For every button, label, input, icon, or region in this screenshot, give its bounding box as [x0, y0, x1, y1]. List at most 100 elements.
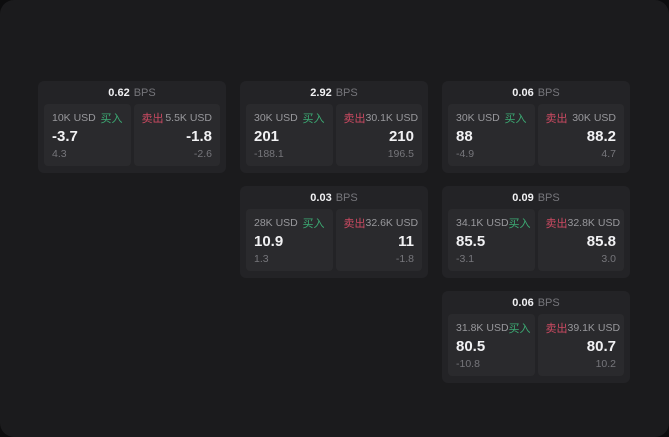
sell-amount: 5.5K USD: [165, 112, 212, 124]
buy-panel[interactable]: 34.1K USD 买入 85.5 -3.1: [448, 209, 535, 271]
sell-tag: 卖出: [545, 323, 568, 335]
buy-price: 10.9: [254, 232, 284, 250]
buy-panel-top: 31.8K USD 买入: [456, 320, 531, 336]
sell-price: 80.7: [586, 337, 616, 355]
quote-panels: 30K USD 买入 88 -4.9 卖出 30K USD 88.2 4.7: [448, 104, 624, 166]
sell-amount: 39.1K USD: [567, 322, 621, 334]
sell-tag: 卖出: [141, 113, 164, 125]
buy-tag: 买入: [100, 113, 123, 125]
sell-tag: 卖出: [545, 113, 568, 125]
buy-delta: -4.9: [456, 148, 475, 160]
buy-panel[interactable]: 28K USD 买入 10.9 1.3: [246, 209, 333, 271]
quote-panels: 30K USD 买入 201 -188.1 卖出 30.1K USD 210 1…: [246, 104, 422, 166]
buy-delta: -188.1: [254, 148, 284, 160]
sell-delta: -1.8: [395, 253, 414, 265]
sell-delta: 4.7: [601, 148, 616, 160]
spread-header: 0.62 BPS: [44, 81, 220, 104]
spread-value: 0.62: [108, 86, 130, 99]
buy-panel-top: 10K USD 买入: [52, 110, 123, 126]
spread-value: 0.06: [512, 296, 534, 309]
sell-delta: 10.2: [595, 358, 616, 370]
buy-tag: 买入: [302, 113, 325, 125]
buy-price: 88: [456, 127, 473, 145]
sell-amount: 30K USD: [572, 112, 616, 124]
bps-unit-label: BPS: [133, 86, 156, 99]
sell-panel-top: 卖出 32.6K USD: [343, 215, 419, 231]
bps-unit-label: BPS: [335, 191, 358, 204]
buy-delta: 4.3: [52, 148, 67, 160]
buy-price: 80.5: [456, 337, 486, 355]
sell-panel[interactable]: 卖出 30.1K USD 210 196.5: [335, 104, 422, 166]
sell-amount: 32.8K USD: [567, 217, 621, 229]
sell-panel-top: 卖出 5.5K USD: [142, 110, 213, 126]
sell-price: 88.2: [586, 127, 616, 145]
spread-value: 0.06: [512, 86, 534, 99]
buy-delta: -10.8: [456, 358, 480, 370]
bps-unit-label: BPS: [537, 296, 560, 309]
buy-amount: 34.1K USD: [456, 217, 509, 229]
buy-tag: 买入: [302, 218, 325, 230]
sell-panel[interactable]: 卖出 32.8K USD 85.8 3.0: [537, 209, 624, 271]
buy-panel[interactable]: 30K USD 买入 88 -4.9: [448, 104, 535, 166]
quote-card: 0.62 BPS 10K USD 买入 -3.7 4.3 卖出 5.5K USD…: [38, 81, 226, 173]
sell-panel-top: 卖出 30.1K USD: [343, 110, 419, 126]
sell-panel[interactable]: 卖出 5.5K USD -1.8 -2.6: [133, 104, 220, 166]
buy-panel[interactable]: 10K USD 买入 -3.7 4.3: [44, 104, 131, 166]
quote-card: 0.03 BPS 28K USD 买入 10.9 1.3 卖出 32.6K US…: [240, 186, 428, 278]
buy-panel[interactable]: 30K USD 买入 201 -188.1: [246, 104, 333, 166]
buy-panel-top: 30K USD 买入: [254, 110, 325, 126]
spread-header: 0.06 BPS: [448, 291, 624, 314]
quote-panels: 31.8K USD 买入 80.5 -10.8 卖出 39.1K USD 80.…: [448, 314, 624, 376]
sell-panel[interactable]: 卖出 30K USD 88.2 4.7: [537, 104, 624, 166]
sell-panel[interactable]: 卖出 32.6K USD 11 -1.8: [335, 209, 422, 271]
sell-delta: 196.5: [387, 148, 414, 160]
buy-price: 85.5: [456, 232, 486, 250]
buy-amount: 10K USD: [52, 112, 96, 124]
quote-card: 2.92 BPS 30K USD 买入 201 -188.1 卖出 30.1K …: [240, 81, 428, 173]
buy-delta: -3.1: [456, 253, 475, 265]
sell-price: 85.8: [586, 232, 616, 250]
buy-amount: 30K USD: [254, 112, 298, 124]
spread-value: 2.92: [310, 86, 332, 99]
buy-tag: 买入: [508, 218, 531, 230]
sell-price: 11: [398, 232, 414, 250]
quote-panels: 10K USD 买入 -3.7 4.3 卖出 5.5K USD -1.8 -2.…: [44, 104, 220, 166]
sell-tag: 卖出: [343, 218, 366, 230]
quote-panels: 28K USD 买入 10.9 1.3 卖出 32.6K USD 11 -1.8: [246, 209, 422, 271]
spread-header: 0.03 BPS: [246, 186, 422, 209]
buy-panel-top: 34.1K USD 买入: [456, 215, 531, 231]
spread-value: 0.03: [310, 191, 332, 204]
bps-unit-label: BPS: [537, 86, 560, 99]
bps-unit-label: BPS: [335, 86, 358, 99]
buy-panel-top: 28K USD 买入: [254, 215, 325, 231]
sell-panel-top: 卖出 32.8K USD: [545, 215, 621, 231]
quote-cards-grid: 0.62 BPS 10K USD 买入 -3.7 4.3 卖出 5.5K USD…: [38, 81, 630, 383]
spread-value: 0.09: [512, 191, 534, 204]
sell-price: -1.8: [186, 127, 212, 145]
quote-card: 0.06 BPS 31.8K USD 买入 80.5 -10.8 卖出 39.1…: [442, 291, 630, 383]
quote-card: 0.09 BPS 34.1K USD 买入 85.5 -3.1 卖出 32.8K…: [442, 186, 630, 278]
quote-card: 0.06 BPS 30K USD 买入 88 -4.9 卖出 30K USD 8…: [442, 81, 630, 173]
sell-amount: 30.1K USD: [365, 112, 419, 124]
buy-amount: 28K USD: [254, 217, 298, 229]
sell-delta: 3.0: [601, 253, 616, 265]
quote-panels: 34.1K USD 买入 85.5 -3.1 卖出 32.8K USD 85.8…: [448, 209, 624, 271]
buy-panel[interactable]: 31.8K USD 买入 80.5 -10.8: [448, 314, 535, 376]
buy-price: -3.7: [52, 127, 78, 145]
spread-header: 2.92 BPS: [246, 81, 422, 104]
bps-unit-label: BPS: [537, 191, 560, 204]
spread-header: 0.09 BPS: [448, 186, 624, 209]
sell-panel-top: 卖出 30K USD: [546, 110, 617, 126]
buy-amount: 30K USD: [456, 112, 500, 124]
sell-panel-top: 卖出 39.1K USD: [545, 320, 621, 336]
sell-price: 210: [388, 127, 414, 145]
sell-tag: 卖出: [343, 113, 366, 125]
buy-delta: 1.3: [254, 253, 269, 265]
buy-price: 201: [254, 127, 280, 145]
buy-amount: 31.8K USD: [456, 322, 509, 334]
sell-panel[interactable]: 卖出 39.1K USD 80.7 10.2: [537, 314, 624, 376]
spread-header: 0.06 BPS: [448, 81, 624, 104]
sell-tag: 卖出: [545, 218, 568, 230]
buy-panel-top: 30K USD 买入: [456, 110, 527, 126]
